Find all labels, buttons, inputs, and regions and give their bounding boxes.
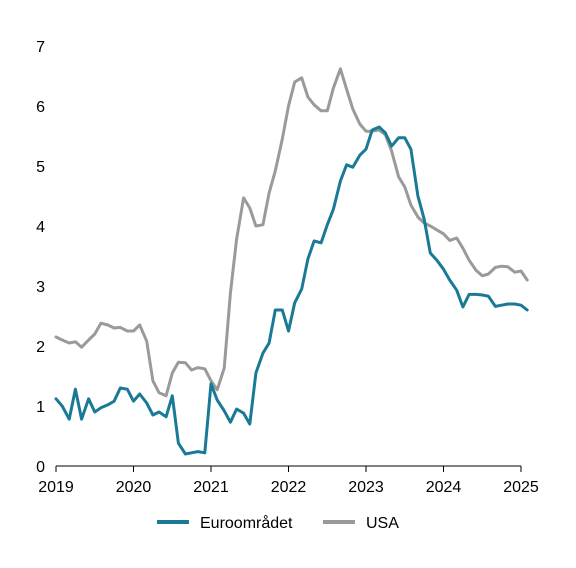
x-tick-label: 2022: [271, 479, 307, 496]
x-tick-label: 2019: [38, 479, 74, 496]
x-axis: 2019 2020 2021 2022 2023 2024 2025: [38, 466, 539, 496]
legend-label: USA: [366, 515, 399, 532]
y-tick-label: 3: [36, 279, 45, 296]
series-line-euroomr-det: [54, 125, 529, 456]
y-tick-label: 4: [36, 219, 45, 236]
series-layer: [54, 67, 529, 456]
x-tick-label: 2024: [426, 479, 462, 496]
legend-label: Euroområdet: [200, 514, 293, 532]
y-tick-label: 0: [36, 459, 45, 476]
y-axis: 0 1 2 3 4 5 6 7: [36, 39, 45, 476]
y-tick-label: 1: [36, 399, 45, 416]
series-line-usa: [54, 67, 529, 398]
x-tick-label: 2023: [348, 479, 384, 496]
y-tick-label: 2: [36, 339, 45, 356]
x-tick-label: 2025: [503, 479, 539, 496]
y-tick-label: 7: [36, 39, 45, 56]
y-tick-label: 5: [36, 159, 45, 176]
x-tick-label: 2021: [193, 479, 229, 496]
x-tick-label: 2020: [116, 479, 152, 496]
legend: Euroområdet USA: [157, 514, 399, 532]
y-tick-label: 6: [36, 99, 45, 116]
